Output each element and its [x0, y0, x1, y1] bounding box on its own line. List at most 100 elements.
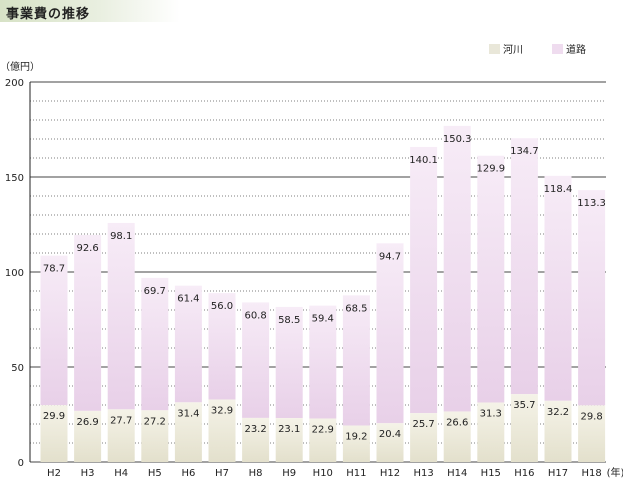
- bar-road: [174, 285, 202, 403]
- x-tick-label: H13: [413, 468, 433, 478]
- x-tick-label: H8: [249, 468, 263, 478]
- data-label-road: 59.4: [312, 314, 334, 325]
- legend-label-road: 道路: [566, 43, 586, 56]
- data-label-river: 32.9: [211, 405, 233, 416]
- x-unit-label: (年): [607, 466, 623, 478]
- x-tick-label: H12: [380, 468, 400, 478]
- bar-road: [309, 305, 337, 419]
- bar-river: [443, 411, 471, 462]
- x-tick-label: H7: [215, 468, 229, 478]
- bar-river: [309, 418, 337, 462]
- data-label-river: 23.2: [244, 424, 266, 435]
- data-label-river: 35.7: [513, 400, 535, 411]
- data-label-road: 98.1: [110, 231, 132, 242]
- bar-road: [376, 243, 404, 424]
- data-label-river: 27.7: [110, 415, 132, 426]
- bar-river: [376, 423, 404, 462]
- data-label-road: 134.7: [510, 146, 539, 157]
- data-label-river: 23.1: [278, 424, 300, 435]
- data-label-road: 69.7: [144, 286, 166, 297]
- bar-river: [208, 399, 236, 462]
- bar-river: [410, 413, 438, 462]
- x-tick-label: H14: [447, 468, 467, 478]
- bar-road: [578, 190, 606, 406]
- bar-road: [544, 175, 572, 401]
- bar-river: [174, 402, 202, 462]
- data-label-river: 27.2: [144, 416, 166, 427]
- data-label-river: 32.2: [547, 407, 569, 418]
- bar-river: [510, 394, 538, 462]
- data-label-river: 22.9: [312, 424, 334, 435]
- data-label-road: 94.7: [379, 251, 401, 262]
- data-label-road: 61.4: [177, 294, 199, 305]
- data-label-road: 68.5: [345, 303, 367, 314]
- bar-road: [410, 146, 438, 414]
- bar-river: [242, 417, 270, 462]
- bar-river: [107, 409, 135, 462]
- data-label-river: 20.4: [379, 429, 401, 440]
- x-tick-label: H6: [181, 468, 195, 478]
- bar-river: [544, 400, 572, 462]
- data-label-river: 31.4: [177, 408, 199, 419]
- data-label-road: 92.6: [76, 243, 98, 254]
- section-header: 事業費の推移: [0, 0, 180, 22]
- bar-river: [342, 425, 370, 462]
- bar-river: [74, 410, 102, 462]
- bar-road: [141, 277, 169, 411]
- data-label-river: 26.6: [446, 417, 468, 428]
- bar-road: [443, 125, 471, 412]
- x-tick-label: H4: [114, 468, 128, 478]
- data-label-river: 26.9: [76, 417, 98, 428]
- x-tick-label: H15: [481, 468, 501, 478]
- y-tick-label: 0: [18, 458, 24, 469]
- page-title: 事業費の推移: [6, 7, 91, 22]
- bar-river: [40, 405, 68, 462]
- data-label-river: 19.2: [345, 432, 367, 443]
- legend-swatch-road: [552, 44, 563, 54]
- legend-swatch-river: [489, 44, 500, 54]
- y-tick-label: 150: [5, 173, 24, 184]
- bar-road: [242, 302, 270, 418]
- legend: 河川 道路: [489, 43, 586, 56]
- data-label-road: 140.1: [409, 155, 438, 166]
- data-label-river: 25.7: [412, 419, 434, 430]
- x-tick-label: H11: [346, 468, 366, 478]
- x-tick-label: H5: [148, 468, 162, 478]
- bar-river: [275, 418, 303, 462]
- bar-river: [477, 402, 505, 462]
- x-tick-label: H17: [548, 468, 568, 478]
- bar-road: [275, 306, 303, 419]
- y-tick-label: 50: [11, 363, 24, 374]
- data-label-road: 56.0: [211, 301, 233, 312]
- bar-road: [510, 138, 538, 395]
- data-label-river: 29.9: [43, 411, 65, 422]
- x-tick-label: H3: [81, 468, 95, 478]
- data-label-road: 60.8: [244, 310, 266, 321]
- axes-group: H2 H3 H4 H5 H6 H7 H8 H9 H10 H11 H12 H13 H14 H15 H16 H17…: [0, 60, 623, 478]
- bar-road: [342, 295, 370, 426]
- x-tick-label: H9: [282, 468, 296, 478]
- data-labels-group: 78.7 29.9 92.6 26.9 98.1 27.7 69.7 27.2 61.4 31.4…: [43, 134, 606, 443]
- legend-label-river: 河川: [503, 44, 523, 56]
- bar-river: [578, 405, 606, 462]
- x-tick-label: H10: [313, 468, 333, 478]
- data-label-road: 129.9: [476, 164, 505, 175]
- bar-river: [141, 410, 169, 462]
- y-tick-label: 200: [5, 78, 24, 89]
- bar-road: [477, 155, 505, 403]
- data-label-river: 29.8: [580, 411, 602, 422]
- data-label-river: 31.3: [480, 409, 502, 420]
- bar-road: [107, 222, 135, 410]
- bar-road: [74, 234, 102, 411]
- x-tick-label: H16: [514, 468, 534, 478]
- y-tick-label: 100: [5, 268, 24, 279]
- x-tick-label: H2: [47, 468, 61, 478]
- data-label-road: 58.5: [278, 315, 300, 326]
- data-label-road: 118.4: [544, 184, 573, 195]
- x-tick-label: H18: [581, 468, 601, 478]
- data-label-road: 78.7: [43, 264, 65, 275]
- data-label-road: 150.3: [443, 134, 472, 145]
- bar-road: [208, 293, 236, 400]
- data-label-road: 113.3: [577, 198, 606, 209]
